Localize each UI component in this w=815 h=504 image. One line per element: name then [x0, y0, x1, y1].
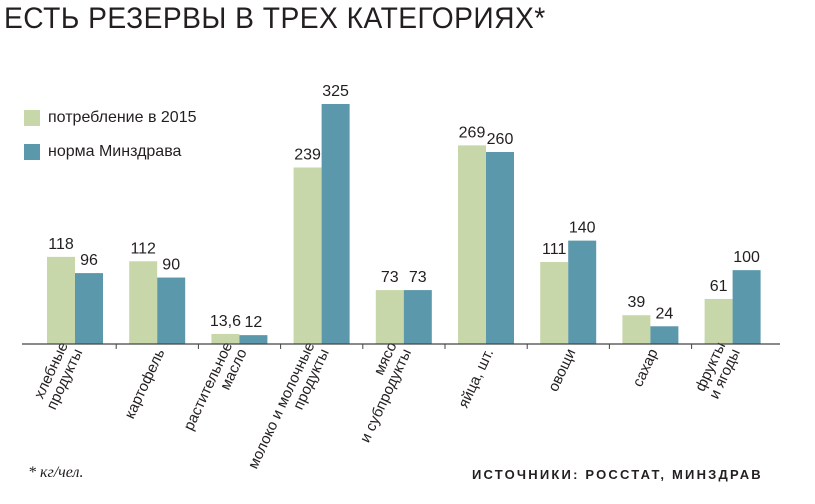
- legend-swatch-consumption: [24, 110, 40, 126]
- data-label-norm-1: 90: [162, 257, 180, 274]
- bar-consumption-4: [375, 290, 404, 344]
- bar-consumption-3: [293, 167, 322, 344]
- bar-norm-1: [157, 277, 186, 344]
- data-label-norm-8: 100: [733, 249, 760, 266]
- legend-label-norm: норма Минздрава: [48, 143, 182, 160]
- category-label-5: яйца, шт.: [455, 346, 497, 410]
- data-label-norm-3: 325: [322, 83, 349, 100]
- legend-swatch-norm: [24, 144, 40, 160]
- data-label-consumption-8: 61: [710, 278, 728, 295]
- category-label-6: овощи: [545, 346, 580, 394]
- bar-consumption-8: [704, 298, 733, 344]
- data-label-norm-5: 260: [487, 131, 514, 148]
- data-label-consumption-6: 111: [542, 241, 566, 258]
- bar-norm-8: [732, 270, 761, 344]
- data-label-consumption-2: 13,6: [210, 313, 241, 330]
- category-label-8: фруктыи ягоды: [691, 339, 743, 401]
- data-label-consumption-4: 73: [381, 269, 399, 286]
- bar-norm-4: [403, 290, 432, 344]
- legend-item-consumption: потребление в 2015: [24, 101, 197, 135]
- bar-norm-3: [321, 104, 350, 344]
- data-label-consumption-7: 39: [628, 294, 646, 311]
- category-label-line: картофель: [121, 346, 168, 421]
- bar-norm-5: [486, 152, 514, 344]
- category-label-line: сахар: [629, 346, 661, 389]
- category-label-line: овощи: [545, 346, 580, 394]
- category-label-line: яйца, шт.: [455, 346, 497, 410]
- data-label-norm-6: 140: [569, 220, 596, 237]
- bar-consumption-7: [622, 315, 651, 344]
- data-label-norm-4: 73: [409, 269, 427, 286]
- data-label-norm-2: 12: [245, 314, 263, 331]
- legend-label-consumption: потребление в 2015: [48, 109, 197, 126]
- bar-norm-0: [75, 273, 103, 344]
- bar-consumption-2: [211, 333, 240, 344]
- data-label-consumption-0: 118: [48, 236, 74, 253]
- bar-consumption-0: [47, 256, 75, 344]
- bar-norm-6: [568, 240, 597, 344]
- category-label-7: сахар: [629, 346, 661, 389]
- bar-norm-2: [239, 335, 268, 344]
- bar-consumption-5: [458, 145, 486, 344]
- data-label-norm-7: 24: [656, 305, 674, 322]
- legend: потребление в 2015 норма Минздрава: [24, 101, 197, 169]
- bar-consumption-1: [129, 261, 158, 344]
- bar-consumption-6: [540, 262, 569, 344]
- bar-norm-7: [650, 326, 679, 344]
- data-label-consumption-5: 269: [459, 124, 486, 141]
- data-label-consumption-3: 239: [294, 147, 321, 164]
- footnote: * кг/чел.: [28, 464, 84, 481]
- category-label-4: мясои субпродукты: [342, 339, 415, 445]
- data-label-consumption-1: 112: [130, 240, 156, 257]
- legend-item-norm: норма Минздрава: [24, 135, 197, 169]
- category-label-3: молоко и молочныепродукты: [245, 339, 333, 478]
- chart-title: ЕСТЬ РЕЗЕРВЫ В ТРЕХ КАТЕГОРИЯХ*: [4, 2, 546, 35]
- category-label-1: картофель: [121, 346, 168, 421]
- category-label-0: хлебныепродукты: [29, 339, 86, 412]
- sources: ИСТОЧНИКИ: РОССТАТ, МИНЗДРАВ: [472, 467, 763, 482]
- category-label-2: растительноемасло: [180, 339, 250, 440]
- data-label-norm-0: 96: [80, 252, 98, 269]
